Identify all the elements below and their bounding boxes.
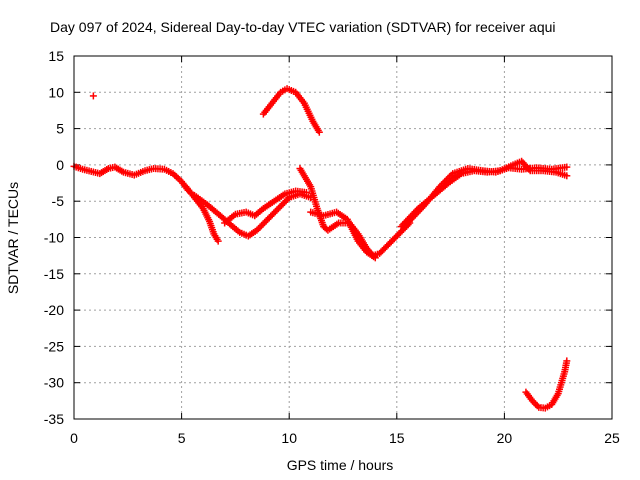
plot-frame <box>73 55 613 420</box>
series-isolated-point <box>89 92 97 100</box>
x-tick-label: 20 <box>497 430 513 446</box>
y-tick-labels: 15 10 5 0 -5 -10 -15 -20 -25 -30 -35 <box>44 48 64 427</box>
y-axis-title: SDTVAR / TECUs <box>5 182 21 294</box>
y-tick-label: 5 <box>56 121 64 137</box>
grid-lines <box>74 56 612 419</box>
y-tick-label: -35 <box>44 411 64 427</box>
series-trough-b <box>221 187 310 227</box>
x-tick-label: 25 <box>604 430 620 446</box>
data-point <box>315 128 323 136</box>
chart-title: Day 097 of 2024, Sidereal Day-to-day VTE… <box>50 19 556 35</box>
x-axis-title: GPS time / hours <box>287 457 394 473</box>
series-mid-descent <box>296 165 414 260</box>
data-point <box>563 357 571 365</box>
y-tick-label: -25 <box>44 338 64 354</box>
y-tick-label: -15 <box>44 266 64 282</box>
x-tick-label: 15 <box>389 430 405 446</box>
y-tick-label: 10 <box>48 84 64 100</box>
y-tick-label: -5 <box>52 193 65 209</box>
series-mid-descent-b <box>307 208 379 262</box>
x-tick-labels: 0 5 10 15 20 25 <box>70 430 620 446</box>
y-tick-label: -30 <box>44 375 64 391</box>
y-tick-label: 15 <box>48 48 64 64</box>
data-point <box>563 163 571 171</box>
x-tick-label: 0 <box>70 430 78 446</box>
series-early-baseline <box>70 162 192 194</box>
series-recovery-b <box>404 163 571 227</box>
data-point <box>214 237 222 245</box>
series-late-dip <box>522 357 571 412</box>
y-tick-label: 0 <box>56 157 64 173</box>
data-point <box>563 172 571 180</box>
data-point <box>89 92 97 100</box>
data-point <box>371 254 379 262</box>
y-tick-label: -20 <box>44 302 64 318</box>
x-tick-label: 10 <box>281 430 297 446</box>
y-tick-label: -10 <box>44 230 64 246</box>
data-point <box>532 400 540 408</box>
series-evening-arc <box>259 85 323 136</box>
x-tick-label: 5 <box>178 430 186 446</box>
data-markers <box>70 85 571 412</box>
data-point <box>302 188 310 196</box>
